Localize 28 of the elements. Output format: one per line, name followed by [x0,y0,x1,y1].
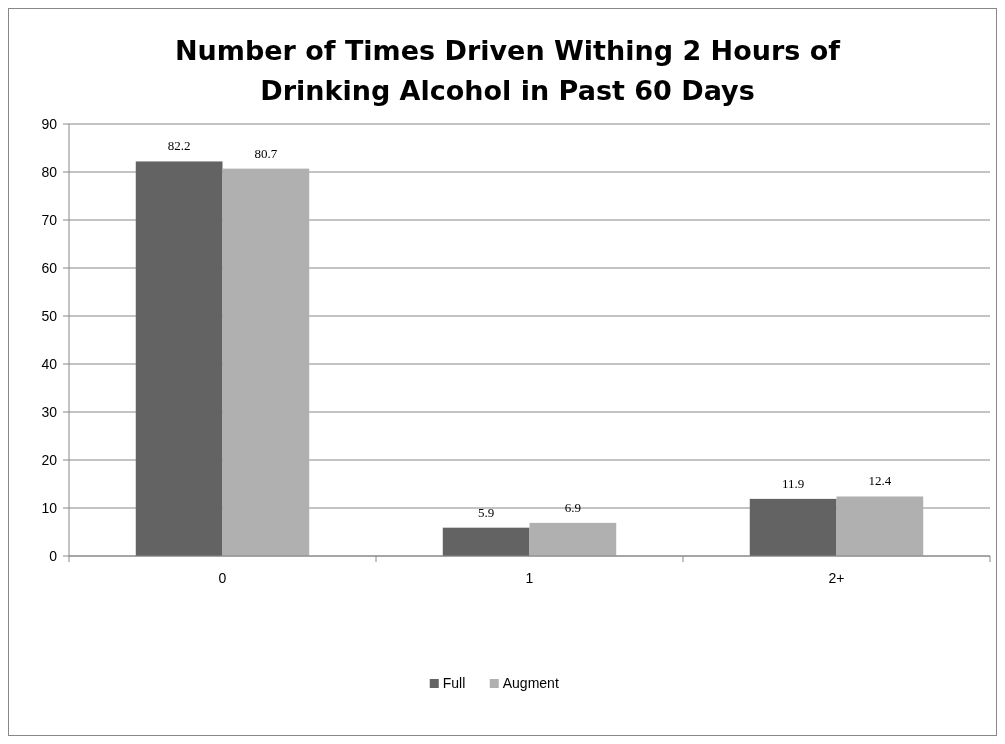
y-tick-label: 70 [41,212,58,228]
bar [749,498,837,556]
y-tick-label: 90 [41,116,58,132]
y-tick-label: 30 [41,404,58,420]
y-tick-label: 50 [41,308,58,324]
bar [442,527,530,556]
y-tick-label: 80 [41,164,58,180]
data-label: 5.9 [478,504,495,520]
x-tick-label: 0 [218,570,227,586]
x-tick-label: 2+ [828,570,845,586]
bar [135,161,223,556]
y-tick-label: 40 [41,356,58,372]
data-label: 12.4 [868,473,892,489]
chart-title: Number of Times Driven Withing 2 Hours of Drinking Alcohol in Past 60 Days [174,35,841,106]
data-label: 6.9 [564,499,581,515]
bar [222,168,310,556]
y-tick-label: 60 [41,260,58,276]
bar [529,522,617,556]
data-label: 11.9 [782,475,805,491]
y-tick-label: 10 [41,500,58,516]
data-label: 82.2 [167,138,191,154]
legend-label: Full [442,675,466,691]
y-tick-label: 20 [41,452,58,468]
y-tick-label: 0 [49,548,58,564]
data-label: 80.7 [254,145,278,161]
bar [836,496,924,556]
legend-label: Augment [502,675,559,691]
x-tick-label: 1 [525,570,534,586]
